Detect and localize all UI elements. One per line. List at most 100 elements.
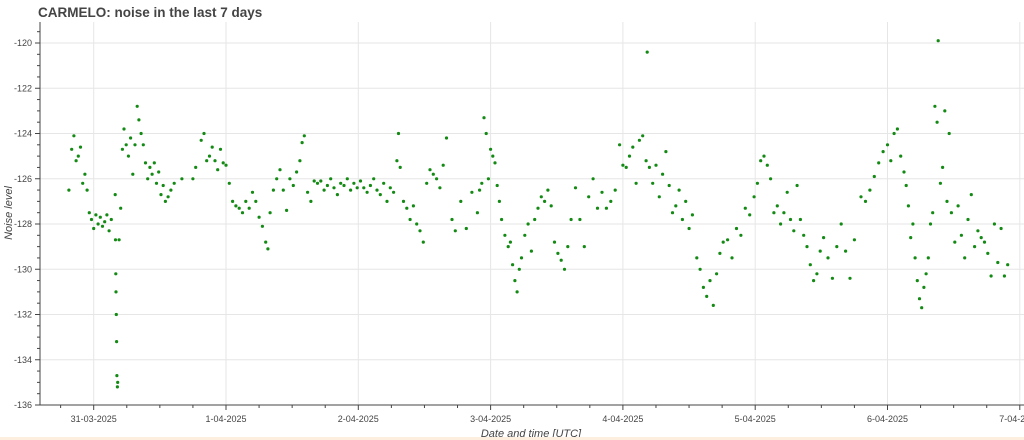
data-point [892, 131, 896, 136]
data-point [600, 190, 604, 194]
data-point [415, 222, 419, 226]
data-point [917, 297, 922, 301]
data-point [254, 199, 258, 203]
data-point [306, 190, 310, 194]
data-point [818, 249, 822, 253]
data-point [218, 147, 223, 151]
data-point [163, 199, 167, 203]
data-point [122, 127, 126, 131]
data-point [103, 220, 107, 224]
data-point [83, 172, 87, 176]
data-point [645, 50, 649, 54]
data-point [322, 188, 326, 192]
data-point [180, 177, 184, 181]
data-point [362, 186, 366, 190]
data-point [234, 204, 238, 208]
data-point [637, 138, 642, 142]
data-point [398, 165, 402, 169]
data-point [510, 263, 515, 267]
data-point [405, 206, 409, 210]
data-point [931, 211, 935, 215]
data-point [881, 150, 885, 154]
data-point [401, 199, 406, 203]
data-point [613, 188, 617, 192]
data-point [904, 183, 908, 188]
data-point [315, 181, 320, 185]
data-point [148, 165, 152, 169]
data-point [743, 206, 747, 210]
data-point [906, 204, 911, 208]
data-point [529, 249, 534, 253]
data-point [358, 179, 363, 183]
data-point [169, 188, 173, 192]
data-point [526, 222, 530, 226]
data-point [275, 177, 279, 181]
data-points [67, 39, 1010, 389]
data-point [604, 206, 609, 210]
data-point [536, 206, 540, 210]
data-point [677, 188, 681, 192]
data-point [889, 159, 893, 163]
data-point [690, 213, 695, 217]
data-point [772, 211, 776, 215]
data-point [332, 186, 336, 190]
data-point [89, 217, 94, 222]
data-point [549, 204, 553, 208]
x-tick-label: 5-04-2025 [735, 414, 776, 424]
data-point [368, 183, 372, 188]
data-point [839, 222, 843, 226]
data-point [913, 256, 917, 260]
data-point [924, 272, 928, 276]
data-point [701, 285, 706, 289]
data-point [105, 213, 109, 217]
data-point [792, 229, 796, 233]
data-point [124, 143, 128, 147]
data-point [815, 272, 819, 276]
data-point [372, 177, 376, 181]
data-point [113, 238, 118, 242]
data-point [982, 240, 987, 244]
data-point [480, 181, 484, 185]
x-tick-label: 4-04-2025 [602, 414, 643, 424]
data-point [266, 247, 270, 251]
data-point [956, 204, 960, 208]
data-point [506, 245, 510, 249]
data-point [450, 217, 454, 222]
data-point [482, 116, 486, 120]
data-point [859, 195, 863, 199]
data-point [945, 199, 949, 203]
y-tick-label: -120 [14, 38, 32, 48]
data-point [150, 172, 154, 176]
data-point [107, 229, 111, 233]
data-point [582, 245, 586, 249]
data-point [114, 290, 118, 294]
data-point [711, 303, 715, 307]
x-tick-label: 6-04-2025 [867, 414, 908, 424]
axes: -120 -122 -124 -126 -128 -130 -132 -134 -136 31-0… [14, 22, 1024, 424]
data-point [96, 222, 100, 226]
data-point [329, 177, 333, 181]
data-point [911, 222, 915, 226]
data-point [992, 222, 997, 226]
data-point [470, 190, 474, 194]
data-point [300, 141, 304, 145]
data-point [421, 240, 425, 244]
grid-lines [40, 22, 1024, 406]
data-point [87, 211, 91, 215]
data-point [335, 193, 339, 197]
data-point [411, 204, 415, 208]
data-point [546, 188, 550, 192]
data-point [708, 279, 712, 283]
data-point [752, 195, 756, 199]
data-point [647, 165, 652, 169]
data-point [484, 131, 488, 136]
data-point [115, 374, 119, 378]
data-point [973, 245, 977, 249]
data-point [798, 217, 803, 222]
data-point [385, 199, 389, 203]
data-point [453, 229, 457, 233]
data-point [705, 294, 709, 298]
data-point [566, 245, 570, 249]
data-point [631, 145, 635, 149]
data-point [627, 154, 632, 158]
